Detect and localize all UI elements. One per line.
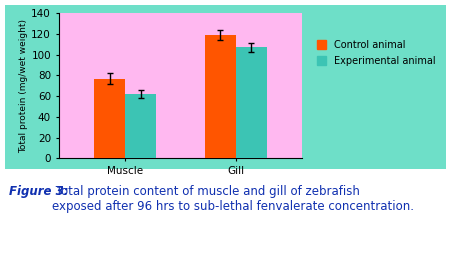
Bar [125,94,156,158]
Bar [205,35,236,158]
Text: Figure 3:: Figure 3: [9,185,69,198]
Y-axis label: Total protein (mg/wet weight): Total protein (mg/wet weight) [19,19,28,153]
Bar [236,48,267,158]
Legend: Control animal, Experimental animal: Control animal, Experimental animal [317,40,436,66]
Text: Total protein content of muscle and gill of zebrafish
exposed after 96 hrs to su: Total protein content of muscle and gill… [52,185,414,213]
Bar [94,79,125,158]
